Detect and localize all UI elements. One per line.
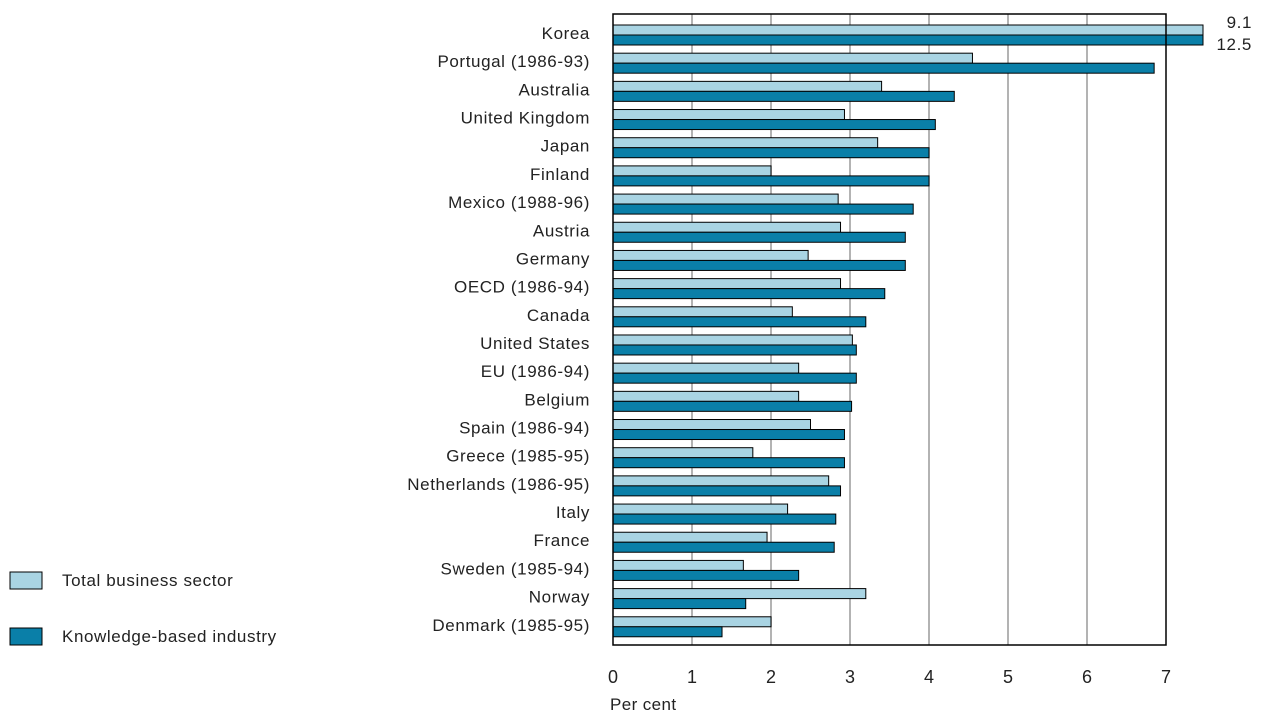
category-label: Netherlands (1986-95) [407,475,590,494]
bar-total-business-sector [612,249,809,261]
bar-knowledge-based-industry [612,90,955,102]
category-label: Mexico (1988-96) [448,193,590,212]
bar-total-business-sector [612,475,830,487]
data-label: 12.5 [1217,35,1253,54]
category-label: Portugal (1986-93) [437,52,590,71]
x-tick-label: 1 [687,667,697,687]
bar-knowledge-based-industry [612,372,857,384]
x-tick-label: 7 [1161,667,1171,687]
bar-total-business-sector [612,52,973,64]
legend-label: Knowledge-based industry [62,627,277,646]
data-labels: 9.1 12.5 [1217,13,1253,54]
bar-knowledge-based-industry [612,259,906,271]
legend-label: Total business sector [62,571,233,590]
bar-total-business-sector [612,137,879,149]
x-tick-label: 3 [845,667,855,687]
category-label: Austria [533,221,590,240]
category-label: EU (1986-94) [481,362,590,381]
bar-total-business-sector [612,616,772,628]
bar-knowledge-based-industry [612,344,857,356]
bar-total-business-sector [612,306,793,318]
category-label: United Kingdom [461,109,590,128]
data-label: 9.1 [1227,13,1252,32]
bar-knowledge-based-industry [612,147,930,159]
category-labels: Korea Portugal (1986-93) Australia United K… [407,24,590,635]
bar-knowledge-based-industry [612,175,930,187]
bar-total-business-sector [612,109,845,121]
bar-total-business-sector [612,165,772,177]
x-tick-label: 5 [1003,667,1013,687]
category-label: Australia [518,80,590,99]
category-label: Belgium [524,390,590,409]
category-label: United States [480,334,590,353]
bar-total-business-sector [612,334,853,346]
bar-total-business-sector [612,362,800,374]
category-label: France [533,531,590,550]
bar-knowledge-based-industry [612,62,1155,74]
x-tick-label: 6 [1082,667,1092,687]
category-label: Spain (1986-94) [459,419,590,438]
x-tick-label: 2 [766,667,776,687]
x-axis-title: Per cent [610,695,677,714]
category-label: Japan [541,137,590,156]
bar-knowledge-based-industry [612,626,723,638]
bar-total-business-sector [612,503,789,515]
plot-frame [612,13,1167,646]
x-axis-ticks: 0 1 2 3 4 5 6 7 [608,667,1171,687]
category-label: Denmark (1985-95) [432,616,590,635]
bar-knowledge-based-industry [612,485,842,497]
category-label: Canada [527,306,590,325]
bar-knowledge-based-industry [612,119,936,131]
bar-total-business-sector [612,390,800,402]
bar-total-business-sector [612,588,867,600]
bar-knowledge-based-industry [612,231,906,243]
bar-total-business-sector [612,24,1204,36]
bar-total-business-sector [612,559,744,571]
category-label: Korea [542,24,590,43]
bar-knowledge-based-industry [612,513,837,525]
bar-knowledge-based-industry [612,34,1204,46]
bar-total-business-sector [612,447,754,459]
category-label: Sweden (1985-94) [441,559,590,578]
bar-knowledge-based-industry [612,569,800,581]
bar-knowledge-based-industry [612,203,914,215]
bar-knowledge-based-industry [612,598,747,610]
bar-knowledge-based-industry [612,316,867,328]
bar-knowledge-based-industry [612,288,886,300]
bar-knowledge-based-industry [612,457,845,469]
bars [612,24,1204,638]
category-label: Greece (1985-95) [446,447,590,466]
bar-total-business-sector [612,419,811,431]
bar-total-business-sector [612,278,842,290]
bar-total-business-sector [612,531,768,543]
category-label: Italy [556,503,590,522]
bar-knowledge-based-industry [612,541,835,553]
bar-total-business-sector [612,221,842,233]
category-label: OECD (1986-94) [454,278,590,297]
legend-swatch [9,627,43,646]
category-label: Finland [530,165,590,184]
x-tick-label: 4 [924,667,934,687]
category-label: Norway [529,588,590,607]
bar-total-business-sector [612,193,839,205]
x-tick-label: 0 [608,667,618,687]
bar-knowledge-based-industry [612,429,845,441]
bar-total-business-sector [612,80,883,92]
category-label: Germany [516,249,590,268]
legend: Total business sector Knowledge-based ind… [9,571,277,646]
bar-knowledge-based-industry [612,400,853,412]
legend-swatch [9,571,43,590]
